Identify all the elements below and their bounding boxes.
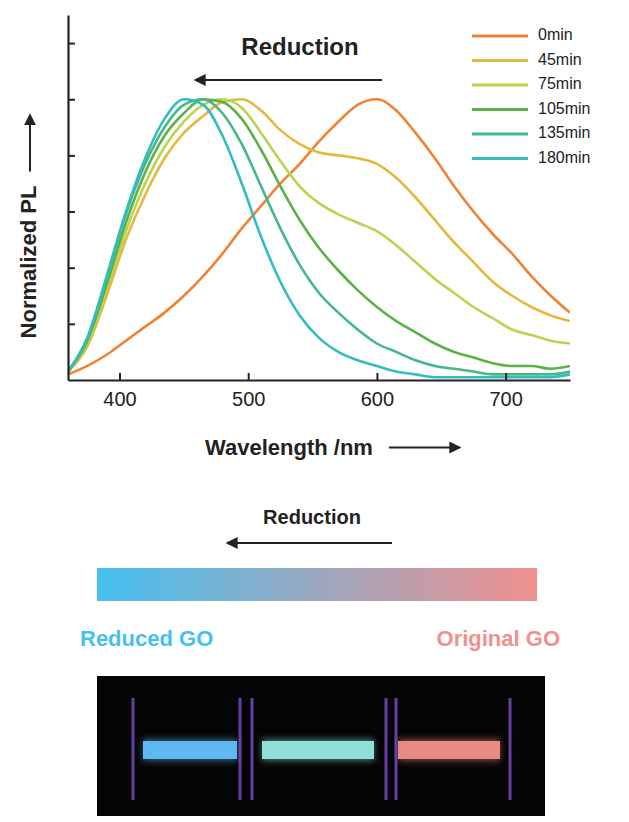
x-tick: 600 [361,373,394,410]
legend-swatch [472,35,528,38]
legend-label: 0min [538,26,573,43]
y-axis [68,16,75,381]
y-tick-mark [68,323,75,325]
spectrum-line [68,99,570,374]
legend-label: 45min [538,51,582,68]
legend-label: 135min [538,124,590,141]
legend: 0min 45min 75min 105min 135min 180min [472,26,590,166]
color-bar-title: Reduction [263,506,361,528]
figure: 400 500 600 700 Wavelength /nm Normalized PL R… [0,0,629,822]
y-tick [68,43,75,44]
color-bar-label-right: Original GO [437,626,560,651]
x-tick-mark [248,373,250,380]
spectrum-line [68,99,570,371]
legend-label: 180min [538,149,590,166]
x-tick-label: 400 [103,388,136,410]
photo-holder [395,698,398,800]
y-tick-mark [68,43,75,45]
spectrum-line [68,99,570,377]
x-axis: 400 500 600 700 [69,373,571,410]
photo-holder [385,698,388,800]
photo-background [97,676,545,816]
figure-svg: 400 500 600 700 Wavelength /nm Normalized PL R… [0,0,629,822]
photo-tube [262,741,374,759]
legend-entry: 75min [472,75,582,92]
color-bar [97,568,537,601]
color-bar-panel: Reduction Reduced GO Original GO [80,506,560,651]
legend-entry: 45min [472,51,582,68]
legend-entry: 135min [472,124,590,141]
spectrum-line [68,99,570,374]
photo-holder [239,698,242,800]
x-axis-title: Wavelength /nm [205,435,373,460]
photo-glow [398,739,500,761]
photo-holder [509,698,512,800]
x-axis-line [69,379,571,381]
y-axis-line [67,16,69,381]
y-tick-mark [68,211,75,213]
photo [97,676,545,816]
y-tick [68,212,75,213]
legend-swatch [472,59,528,62]
annotation-arrow [196,79,382,81]
photo-holder [251,698,254,800]
x-tick-label: 700 [489,388,522,410]
spectrum-line [68,99,570,371]
legend-entry: 0min [472,26,573,43]
y-tick-mark [68,99,75,101]
legend-label: 75min [538,75,582,92]
photo-holder [132,698,135,800]
x-tick-label: 500 [232,388,265,410]
y-axis-arrow [29,116,31,172]
photo-glow [143,739,237,761]
legend-entry: 105min [472,100,590,117]
y-tick-mark [68,267,75,269]
legend-swatch [472,108,528,111]
y-tick-mark [68,155,75,157]
y-axis-title: Normalized PL [16,186,41,339]
x-axis-arrow [389,447,459,449]
y-tick [68,99,75,100]
x-tick: 500 [232,373,265,410]
plot-lines [68,99,570,377]
photo-tube [398,741,500,759]
color-bar-arrow [228,542,392,544]
x-tick: 400 [103,373,136,410]
y-tick [68,268,75,269]
photo-tube [143,741,237,759]
x-tick: 700 [489,373,522,410]
x-tick-mark [376,373,378,380]
color-bar-label-left: Reduced GO [80,626,213,651]
y-tick [68,324,75,325]
x-tick-mark [119,373,121,380]
legend-swatch [472,84,528,87]
legend-entry: 180min [472,149,590,166]
legend-swatch [472,157,528,160]
photo-glow [262,739,374,761]
annotation: Reduction [241,33,358,60]
x-tick-mark [505,373,507,380]
x-tick-label: 600 [361,388,394,410]
y-tick [68,155,75,156]
legend-label: 105min [538,100,590,117]
legend-swatch [472,133,528,136]
spectrum-line [68,99,570,371]
